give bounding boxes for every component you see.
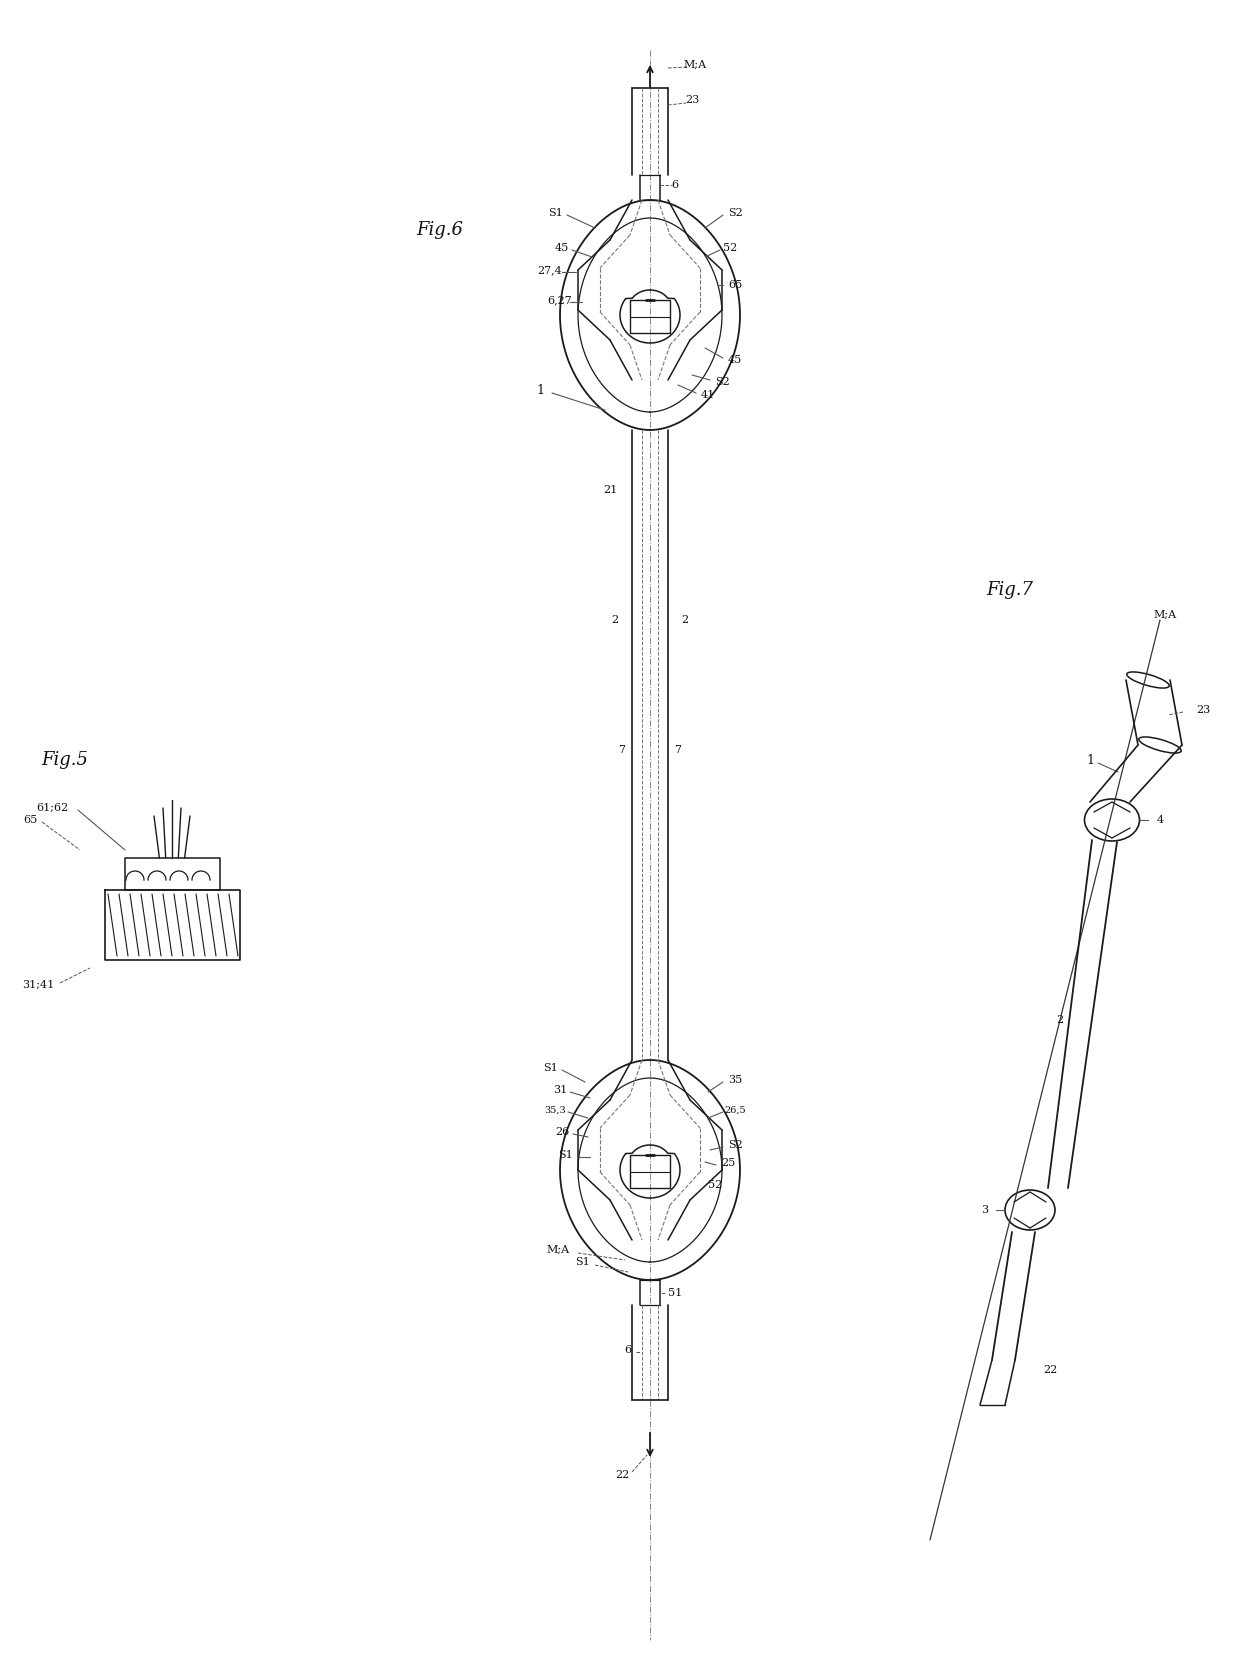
Text: 2: 2 (611, 615, 619, 625)
Text: M;A: M;A (1153, 609, 1177, 620)
Text: 35: 35 (728, 1075, 742, 1085)
Text: 45: 45 (554, 243, 569, 254)
Text: S2: S2 (714, 378, 729, 386)
Text: 25: 25 (720, 1159, 735, 1169)
Text: 23: 23 (1195, 705, 1210, 715)
Text: S1: S1 (558, 1150, 573, 1160)
Text: 6: 6 (671, 180, 678, 190)
Text: 45: 45 (728, 354, 742, 364)
Text: 2: 2 (1056, 1016, 1064, 1024)
Text: 6: 6 (625, 1345, 631, 1355)
Text: 26: 26 (554, 1127, 569, 1137)
Text: 21: 21 (603, 485, 618, 495)
Text: 1: 1 (1086, 754, 1094, 767)
Ellipse shape (1127, 672, 1169, 688)
Text: M;A: M;A (547, 1246, 569, 1254)
Text: S2: S2 (728, 208, 743, 218)
Text: 22: 22 (1043, 1365, 1058, 1375)
Text: 4: 4 (1157, 814, 1163, 824)
Text: 2: 2 (682, 615, 688, 625)
Text: 65: 65 (728, 280, 742, 290)
Text: Fig.5: Fig.5 (41, 751, 88, 769)
Text: 35,3: 35,3 (544, 1105, 565, 1115)
Text: 7: 7 (619, 745, 625, 756)
Ellipse shape (1138, 737, 1182, 754)
Text: 22: 22 (615, 1471, 629, 1479)
Text: 51: 51 (668, 1288, 682, 1298)
Text: 27,4: 27,4 (538, 265, 563, 275)
Text: 26,5: 26,5 (724, 1105, 745, 1115)
Text: S1: S1 (548, 208, 563, 218)
Text: Fig.6: Fig.6 (417, 222, 464, 238)
Text: 65: 65 (22, 814, 37, 824)
Text: 23: 23 (684, 96, 699, 106)
Text: S2: S2 (728, 1140, 743, 1150)
Text: 61;62: 61;62 (36, 803, 68, 813)
Text: 31;41: 31;41 (22, 981, 55, 991)
Text: S1: S1 (574, 1258, 589, 1268)
Text: Fig.7: Fig.7 (987, 581, 1033, 599)
Text: 31: 31 (553, 1085, 567, 1095)
Text: 6,27: 6,27 (548, 296, 573, 306)
Text: 41: 41 (701, 390, 715, 400)
Text: 52: 52 (708, 1180, 722, 1190)
Ellipse shape (1085, 799, 1140, 841)
Text: 1: 1 (536, 383, 544, 396)
Text: 7: 7 (675, 745, 682, 756)
Ellipse shape (1004, 1190, 1055, 1231)
Text: S1: S1 (543, 1063, 557, 1073)
Text: 3: 3 (981, 1206, 988, 1216)
Text: 52: 52 (723, 243, 737, 254)
Text: M;A: M;A (683, 60, 707, 71)
